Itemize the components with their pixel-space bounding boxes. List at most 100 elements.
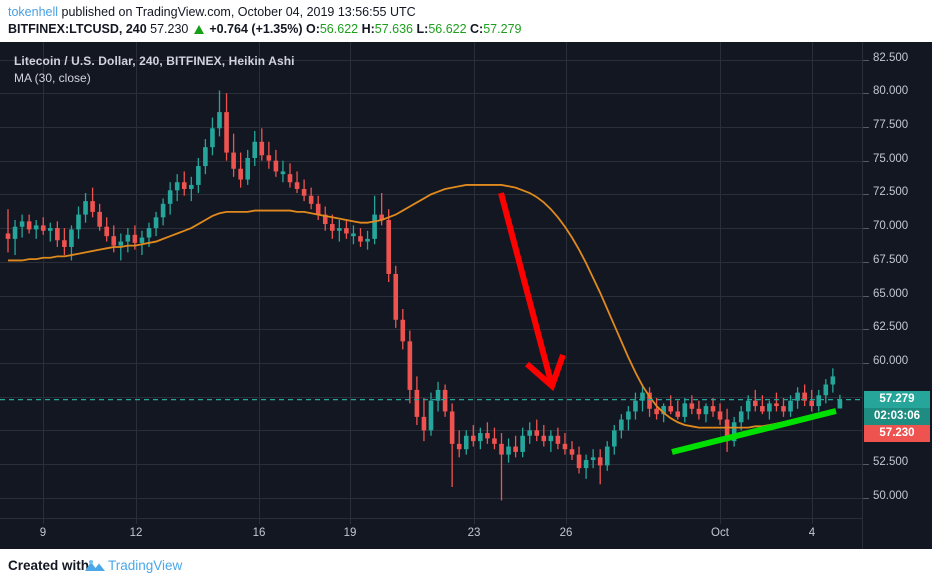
candle-body (97, 211, 102, 227)
candle-body (40, 225, 46, 231)
gridline-v-19 (350, 42, 351, 518)
candle-body (781, 406, 786, 412)
candle-body (485, 433, 490, 439)
price-tick-77.500: 77.500 (873, 118, 909, 131)
candle-body (5, 233, 11, 239)
price-tick-mark (863, 498, 869, 499)
candle-body (104, 226, 109, 237)
gridline-h-75.000 (0, 161, 862, 162)
candle-body (407, 341, 413, 390)
candle-body (273, 160, 279, 172)
candle-body (210, 128, 215, 148)
price-series-layer (0, 90, 862, 501)
close-price-label[interactable]: 57.279 (864, 391, 930, 409)
price-tick-67.500: 67.500 (873, 253, 909, 266)
candle-body (520, 435, 525, 452)
price-tick-60.000: 60.000 (873, 354, 909, 367)
candle-body (308, 195, 314, 204)
down-arrow-head (525, 353, 566, 392)
candle-body (809, 400, 814, 407)
candle-body (576, 454, 582, 469)
time-tick-mark (812, 519, 813, 524)
candle-body (393, 273, 399, 320)
candle-body (372, 214, 377, 239)
candle-body (301, 188, 307, 196)
candle-body (463, 435, 469, 450)
price-tick-50.000: 50.000 (873, 489, 909, 502)
gridline-h-67.500 (0, 262, 862, 263)
candle-body (633, 400, 638, 412)
candle-body (146, 228, 152, 238)
candle-body (837, 399, 843, 409)
attribution-line: tokenhell published on TradingView.com, … (8, 5, 416, 19)
candle-body (386, 219, 391, 274)
candle-body (69, 229, 74, 247)
price-tick-82.500: 82.500 (873, 51, 909, 64)
price-scale[interactable]: 82.500 80.000 77.500 75.000 72.500 70.000 67.5… (862, 42, 932, 518)
last-price-label[interactable]: 57.230 (864, 425, 930, 443)
candle-body (569, 449, 575, 455)
time-tick-mark (474, 519, 475, 524)
candle-body (682, 403, 688, 417)
time-tick-mark (350, 519, 351, 524)
candle-body (499, 443, 504, 455)
price-tick-mark (863, 329, 869, 330)
candle-body (548, 435, 554, 442)
time-tick-9: 9 (39, 527, 47, 539)
candle-body (322, 214, 328, 225)
candle-body (125, 234, 131, 242)
symbol-label: BITFINEX:LTCUSD, 240 (8, 22, 147, 36)
gridline-h-52.500 (0, 464, 862, 465)
candle-body (745, 400, 751, 412)
candle-body (351, 233, 356, 237)
chart-plot-area[interactable]: Litecoin / U.S. Dollar, 240, BITFINEX, H… (0, 42, 862, 518)
candle-body (153, 217, 159, 229)
candle-body (428, 400, 434, 431)
candle-body (492, 438, 497, 444)
time-tick-26: 26 (559, 527, 573, 539)
candle-body (111, 236, 117, 246)
price-tick-70.000: 70.000 (873, 220, 909, 233)
price-tick-mark (863, 93, 869, 94)
time-tick-mark (43, 519, 44, 524)
candle-body (471, 435, 476, 442)
price-tick-mark (863, 60, 869, 61)
candle-body (774, 403, 779, 407)
candle-body (252, 141, 258, 158)
created-with-label: Created with (8, 558, 90, 573)
price-tick-mark (863, 464, 869, 465)
price-tick-mark (863, 161, 869, 162)
ohlc-open-value: 56.622 (319, 22, 359, 36)
countdown-label[interactable]: 02:03:06 (864, 408, 930, 426)
support-trendline[interactable] (671, 408, 837, 455)
candle-body (710, 406, 716, 412)
candle-body (604, 446, 610, 466)
candle-body (414, 389, 420, 417)
gridline-v-23 (474, 42, 475, 518)
candle-body (421, 416, 427, 431)
time-tick-16: 16 (252, 527, 266, 539)
candle-body (344, 228, 349, 234)
gridline-v-12 (136, 42, 137, 518)
candle-body (661, 406, 666, 415)
change-value: +0.764 (+1.35%) (209, 22, 303, 36)
time-scale[interactable]: 9 12 16 19 23 26 Oct 4 (0, 518, 932, 550)
chart-legend-indicator: MA (30, close) (14, 71, 91, 85)
candle-body (33, 225, 39, 230)
price-tick-80.000: 80.000 (873, 85, 909, 98)
candle-body (647, 392, 652, 409)
chart-container[interactable]: Litecoin / U.S. Dollar, 240, BITFINEX, H… (0, 42, 932, 550)
candle-body (442, 389, 448, 412)
candle-body (534, 430, 540, 436)
candle-body (654, 408, 659, 415)
candle-body (717, 411, 723, 420)
candle-body (449, 411, 455, 444)
last-price-value: 57.230 (150, 22, 189, 36)
candle-body (330, 224, 335, 231)
gridline-h-62.500 (0, 329, 862, 330)
ohlc-close-label: C: (470, 22, 484, 36)
candle-body (174, 182, 180, 191)
gridline-h-65.000 (0, 296, 862, 297)
tradingview-mountain-icon (85, 560, 105, 571)
candle-body (703, 406, 709, 415)
